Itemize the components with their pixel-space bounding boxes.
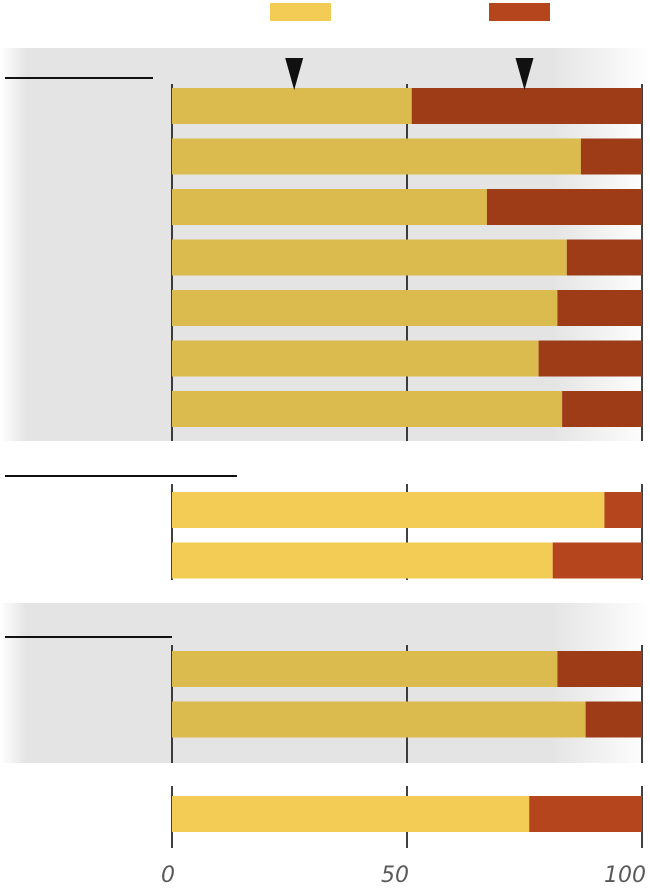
bar-g1-r5-segment-1 (172, 290, 558, 326)
bar-g1-r7-segment-1 (172, 391, 563, 427)
bar-g1-r2-segment-1 (172, 138, 581, 175)
bar-g1-r7-segment-2 (562, 391, 642, 427)
bar-g2-r2-segment-2 (552, 542, 642, 579)
legend-swatch-2 (489, 3, 550, 21)
bar-g3-r1-segment-1 (172, 651, 558, 687)
bar-g1-r6-segment-2 (538, 340, 642, 377)
bar-g1-r1-segment-2 (411, 88, 642, 124)
bar-g1-r4-segment-2 (566, 239, 642, 276)
bar-g2-r1-segment-1 (172, 492, 605, 528)
legend-swatch-1 (270, 3, 331, 21)
bar-g1-r4-segment-1 (172, 239, 567, 276)
x-tick-label-50: 50 (381, 863, 409, 888)
marker-triangle-1 (285, 58, 304, 90)
bar-g3-r1-segment-2 (557, 651, 642, 687)
marker-triangle-2 (515, 58, 534, 90)
bar-g1-r3-segment-1 (172, 189, 487, 225)
bar-g4-r1-segment-1 (172, 796, 530, 832)
bar-g1-r2-segment-2 (580, 138, 642, 175)
bar-g4-r1-segment-2 (529, 796, 642, 832)
bar-g1-r3-segment-2 (486, 189, 642, 225)
bar-g2-r1-segment-2 (604, 492, 642, 528)
x-tick-label-0: 0 (161, 863, 175, 888)
bar-g3-r2-segment-1 (172, 701, 586, 738)
bar-g1-r1-segment-1 (172, 88, 412, 124)
bar-g1-r6-segment-1 (172, 340, 539, 377)
bar-g1-r5-segment-2 (557, 290, 642, 326)
x-tick-label-100: 100 (604, 863, 646, 888)
bar-g3-r2-segment-2 (585, 701, 642, 738)
bar-g2-r2-segment-1 (172, 542, 553, 579)
